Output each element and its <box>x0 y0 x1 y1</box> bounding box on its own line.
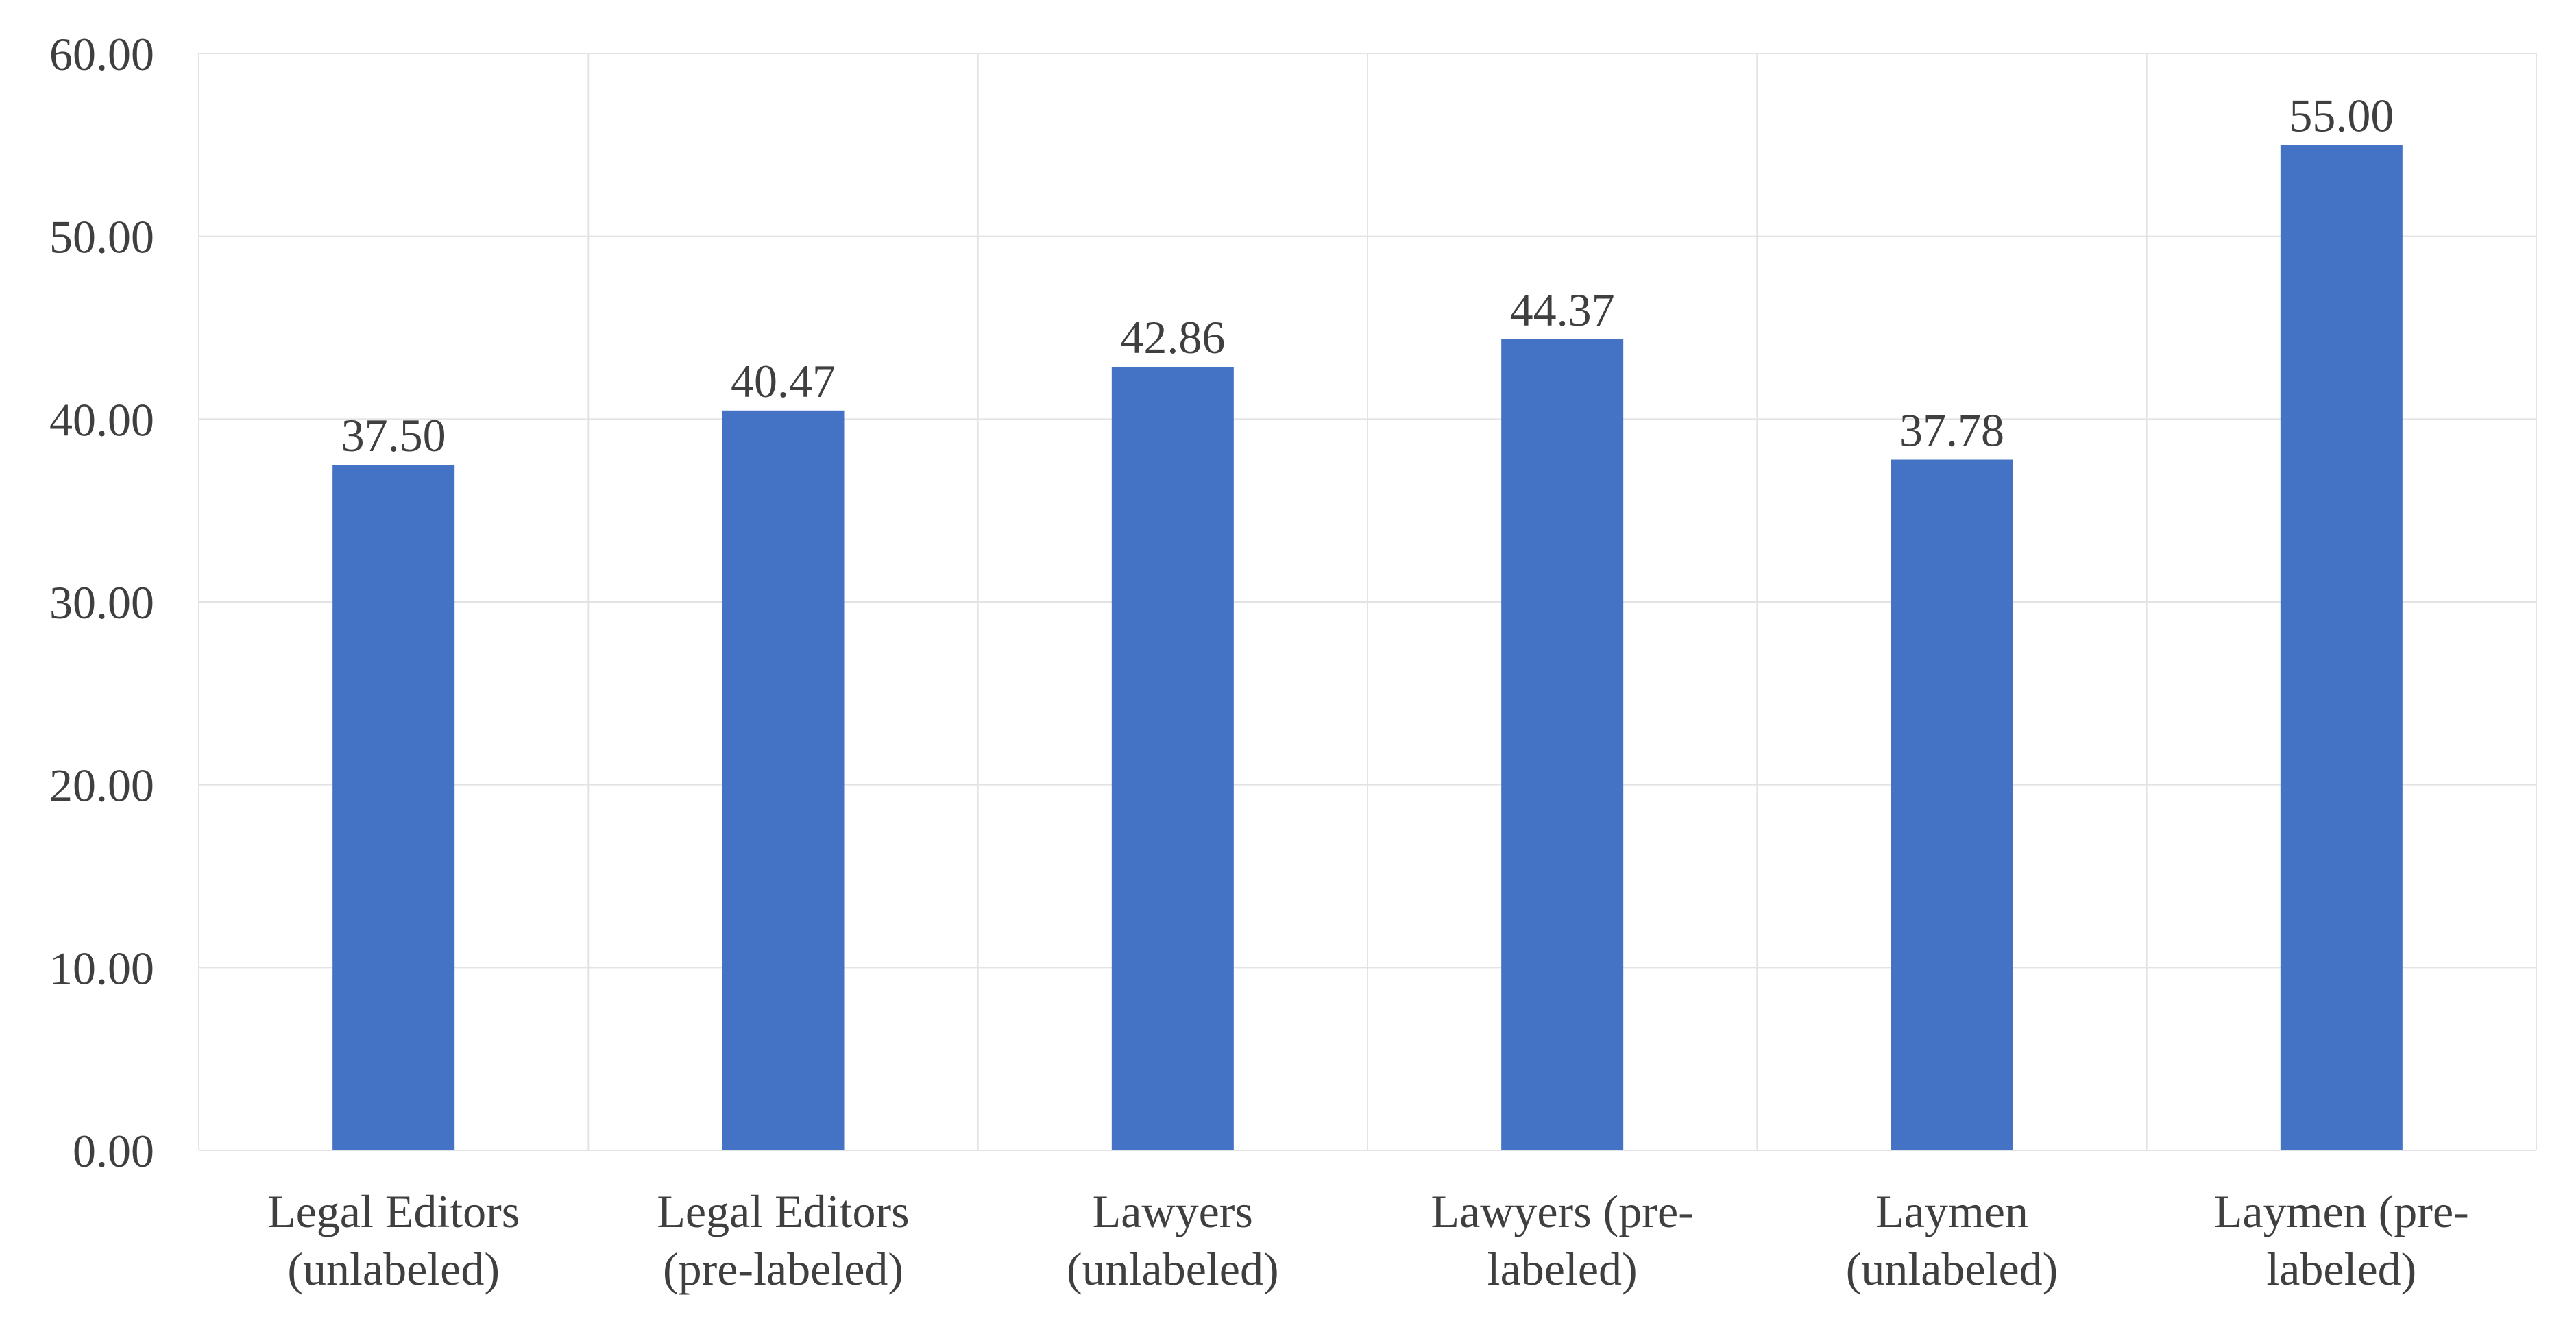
y-tick-label: 0.00 <box>73 1125 154 1177</box>
data-label: 44.37 <box>1510 284 1615 336</box>
y-tick-label: 10.00 <box>49 942 154 994</box>
x-tick-label-line: Laymen <box>1875 1185 2028 1237</box>
x-tick-label-line: (unlabeled) <box>1846 1243 2058 1295</box>
x-tick-label-line: Legal Editors <box>267 1185 520 1237</box>
x-tick-label-line: labeled) <box>1487 1243 1638 1295</box>
data-label: 42.86 <box>1120 311 1225 363</box>
x-tick-label: Legal Editors (pre-labeled) <box>657 1185 909 1295</box>
bar <box>1501 339 1624 1150</box>
x-tick-label-line: (unlabeled) <box>1067 1243 1279 1295</box>
y-tick-label: 30.00 <box>49 577 154 629</box>
data-label: 37.78 <box>1899 404 2004 457</box>
y-tick-label: 40.00 <box>49 393 154 446</box>
bar <box>722 410 845 1150</box>
x-tick-label: Lawyers (pre-labeled) <box>1431 1185 1694 1295</box>
data-labels-layer: 37.50 40.47 42.86 44.37 37.78 55.00 <box>341 89 2394 461</box>
x-tick-label-line: Lawyers <box>1093 1185 1253 1237</box>
y-tick-label: 20.00 <box>49 760 154 812</box>
bar <box>1111 367 1234 1150</box>
y-tick-label: 50.00 <box>49 211 154 263</box>
data-label: 40.47 <box>731 355 836 407</box>
bars-layer <box>332 145 2403 1150</box>
grid-layer <box>198 53 2537 1151</box>
x-tick-label: Laymen (unlabeled) <box>1846 1185 2058 1295</box>
x-tick-label-line: (pre-labeled) <box>663 1243 903 1295</box>
data-label: 55.00 <box>2289 89 2394 141</box>
x-tick-label: Legal Editors (unlabeled) <box>267 1185 520 1295</box>
data-label: 37.50 <box>341 409 446 461</box>
x-tick-label: Laymen (pre-labeled) <box>2214 1185 2469 1295</box>
x-tick-label: Lawyers (unlabeled) <box>1067 1185 1279 1295</box>
x-tick-label-line: labeled) <box>2266 1243 2416 1295</box>
bar <box>1891 459 2013 1150</box>
x-tick-label-line: Laymen (pre- <box>2214 1185 2469 1237</box>
y-tick-label: 60.00 <box>49 28 154 80</box>
x-axis-tick-labels: Legal Editors (unlabeled) Legal Editors (pr… <box>267 1185 2469 1295</box>
x-tick-label-line: (unlabeled) <box>287 1243 500 1295</box>
y-axis-tick-labels: 0.00 10.00 20.00 30.00 40.00 50.00 60.00 <box>49 28 154 1177</box>
x-tick-label-line: Legal Editors <box>657 1185 909 1237</box>
x-tick-label-line: Lawyers (pre- <box>1431 1185 1694 1237</box>
bar <box>2280 145 2403 1150</box>
bar <box>332 465 455 1150</box>
